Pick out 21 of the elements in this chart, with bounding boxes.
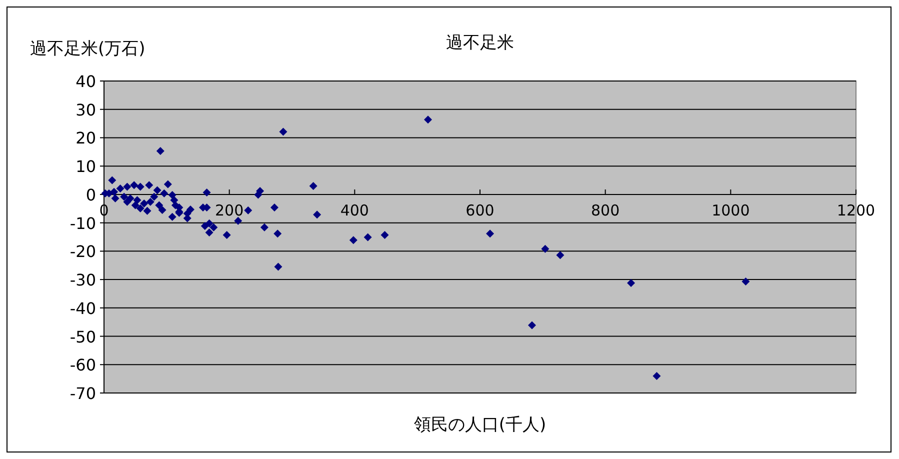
y-axis-title: 過不足米(万石) [30,39,146,59]
x-tick-label: 1200 [836,201,876,220]
x-axis-title: 領民の人口(千人) [414,415,546,435]
y-tick-label: 0 [86,185,96,204]
x-tick-label: 400 [340,201,369,220]
y-tick-label: -50 [70,327,96,346]
y-tick-label: -60 [70,356,96,375]
x-tick-label: 200 [215,201,244,220]
y-tick-label: -10 [70,214,96,233]
y-tick-label: 10 [76,157,96,176]
y-tick-label: 30 [76,100,96,120]
y-tick-label: 40 [76,72,96,91]
y-tick-label: -30 [70,270,96,290]
y-tick-label: -70 [70,384,96,403]
x-tick-label: 800 [591,201,620,220]
chart-title: 過不足米 [446,33,514,53]
x-tick-label: 600 [466,201,494,220]
x-tick-label: 1000 [712,201,750,220]
y-tick-label: -20 [70,242,96,262]
y-tick-label: -40 [70,298,96,318]
y-tick-label: 20 [76,128,96,148]
